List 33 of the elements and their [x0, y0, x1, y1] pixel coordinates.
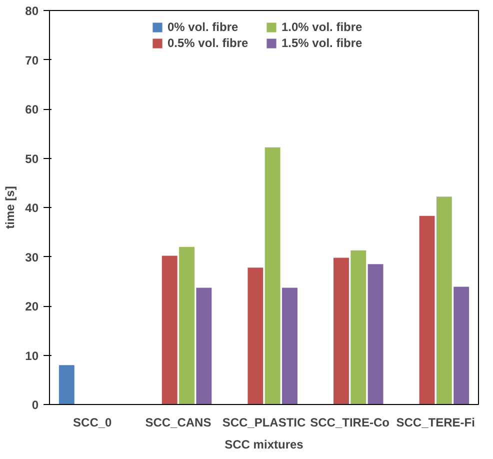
y-tick-label: 20 [25, 300, 39, 314]
legend-label: 1.0% vol. fibre [282, 20, 364, 34]
x-tick-label: SCC_TIRE-Co [310, 416, 390, 430]
y-tick-label: 80 [25, 4, 39, 18]
y-tick-label: 60 [25, 102, 39, 116]
bar [196, 288, 212, 404]
bar [179, 246, 194, 404]
bar [58, 365, 74, 404]
legend-label: 0.5% vol. fibre [168, 36, 250, 50]
bar [436, 196, 452, 404]
y-tick-label: 50 [25, 152, 39, 166]
bar [334, 258, 349, 404]
bar [454, 286, 470, 404]
y-tick-label: 70 [25, 53, 39, 68]
bar [419, 216, 435, 404]
y-tick-label: 30 [25, 250, 39, 264]
y-tick-label: 10 [25, 348, 39, 363]
x-axis-title: SCC mixtures [224, 438, 304, 452]
x-tick-label: SCC_0 [73, 416, 112, 430]
y-axis-title: time [s] [3, 186, 18, 229]
x-tick-label: SCC_PLASTIC [222, 416, 306, 430]
x-tick-label: SCC_TERE-Fi [396, 416, 475, 430]
y-tick-label: 40 [25, 201, 39, 215]
bar [248, 268, 264, 404]
bar [162, 256, 178, 404]
bar [368, 264, 384, 404]
bar [264, 147, 280, 404]
bar [282, 288, 298, 404]
legend-label: 1.5% vol. fibre [282, 36, 364, 50]
y-tick-label: 0 [32, 398, 39, 412]
bar [350, 250, 366, 404]
legend-label: 0% vol. fibre [168, 20, 240, 34]
x-tick-label: SCC_CANS [145, 416, 212, 430]
